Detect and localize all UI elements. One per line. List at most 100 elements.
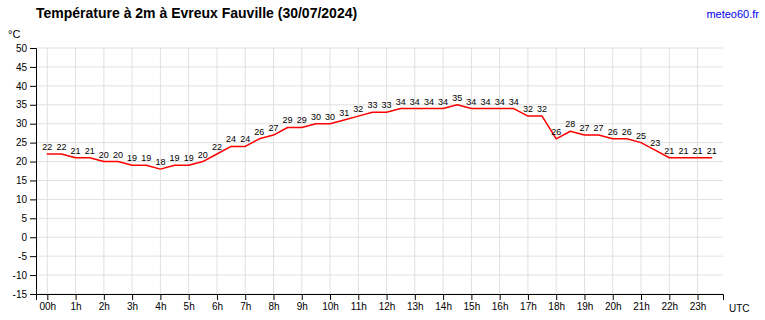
grid-line (584, 48, 585, 294)
grid-line (36, 199, 723, 200)
data-label: 21 (707, 146, 717, 156)
x-tick: 15h (464, 294, 481, 312)
grid-line (669, 48, 670, 294)
grid-line (36, 123, 723, 124)
x-tick-mark (471, 294, 472, 300)
y-tick-mark (30, 105, 36, 106)
grid-line (499, 48, 500, 294)
grid-line (36, 256, 723, 257)
y-tick-mark (30, 124, 36, 125)
data-label: 20 (198, 150, 208, 160)
grid-line (36, 218, 723, 219)
x-tick-label: 4h (155, 301, 166, 312)
x-tick: 21h (633, 294, 650, 312)
y-tick: 50 (16, 43, 36, 54)
x-tick: 10h (322, 294, 339, 312)
data-label: 32 (523, 104, 533, 114)
x-tick-mark (415, 294, 416, 300)
grid-line (36, 66, 723, 67)
y-tick-label: 30 (16, 118, 28, 129)
x-tick-label: 11h (351, 301, 367, 312)
grid-line (160, 48, 161, 294)
grid-line (36, 85, 723, 86)
data-label: 34 (509, 97, 519, 107)
y-tick-mark (30, 275, 36, 276)
data-label: 27 (579, 123, 589, 133)
y-tick-mark (30, 256, 36, 257)
grid-line (697, 48, 698, 294)
data-label: 22 (56, 142, 66, 152)
x-tick: 1h (71, 294, 82, 312)
x-tick-label: 13h (407, 301, 424, 312)
grid-line (36, 275, 723, 276)
data-label: 21 (664, 146, 674, 156)
x-tick-mark (132, 294, 133, 300)
data-label: 32 (353, 104, 363, 114)
y-tick: -15 (13, 289, 36, 300)
y-tick: 10 (16, 194, 36, 205)
x-tick-mark (613, 294, 614, 300)
y-tick: 0 (21, 232, 36, 243)
grid-line (36, 180, 723, 181)
grid-line (273, 48, 274, 294)
x-tick: 18h (548, 294, 565, 312)
data-label: 19 (170, 153, 180, 163)
data-label: 30 (311, 112, 321, 122)
data-label: 29 (283, 115, 293, 125)
grid-line (358, 48, 359, 294)
grid-line (132, 48, 133, 294)
data-label: 19 (127, 153, 137, 163)
x-tick-label: 19h (577, 301, 594, 312)
y-tick-mark (30, 218, 36, 219)
data-label: 19 (141, 153, 151, 163)
y-tick-mark (30, 162, 36, 163)
x-tick: 23h (690, 294, 707, 312)
grid-line (47, 48, 48, 294)
x-tick: 19h (577, 294, 594, 312)
data-label: 34 (466, 97, 476, 107)
x-tick-mark (584, 294, 585, 300)
x-tick: 8h (268, 294, 279, 312)
y-tick-mark (30, 86, 36, 87)
data-label: 30 (325, 112, 335, 122)
y-tick: 40 (16, 81, 36, 92)
x-tick: 17h (520, 294, 537, 312)
y-tick-label: 35 (16, 99, 28, 110)
y-tick-mark (30, 180, 36, 181)
x-tick: 20h (605, 294, 622, 312)
data-label: 25 (636, 131, 646, 141)
y-tick: 35 (16, 99, 36, 110)
x-tick-mark (528, 294, 529, 300)
data-label: 21 (85, 146, 95, 156)
x-axis-line (37, 295, 724, 301)
data-label: 34 (438, 97, 448, 107)
grid (36, 48, 723, 294)
data-label: 22 (212, 142, 222, 152)
x-tick-mark (330, 294, 331, 300)
x-tick-mark (387, 294, 388, 300)
x-tick-label: 16h (492, 301, 509, 312)
x-tick: 3h (127, 294, 138, 312)
annotation: meteo60.fr (706, 8, 759, 20)
x-tick-label: 18h (548, 301, 565, 312)
x-tick-mark (641, 294, 642, 300)
x-tick: 14h (435, 294, 452, 312)
data-label: 20 (113, 150, 123, 160)
data-label: 32 (537, 104, 547, 114)
data-label: 18 (155, 157, 165, 167)
x-tick-label: 6h (212, 301, 223, 312)
x-tick-label: 10h (322, 301, 339, 312)
y-tick-mark (30, 237, 36, 238)
data-label: 23 (650, 138, 660, 148)
grid-line (36, 48, 723, 49)
grid-line (556, 48, 557, 294)
x-tick-label: 17h (520, 301, 537, 312)
x-tick-label: 5h (184, 301, 195, 312)
y-tick: 30 (16, 118, 36, 129)
x-tick-mark (302, 294, 303, 300)
data-label: 33 (367, 100, 377, 110)
x-tick-label: 21h (633, 301, 650, 312)
y-tick: 20 (16, 156, 36, 167)
x-tick: 5h (184, 294, 195, 312)
x-tick: 00h (39, 294, 56, 312)
